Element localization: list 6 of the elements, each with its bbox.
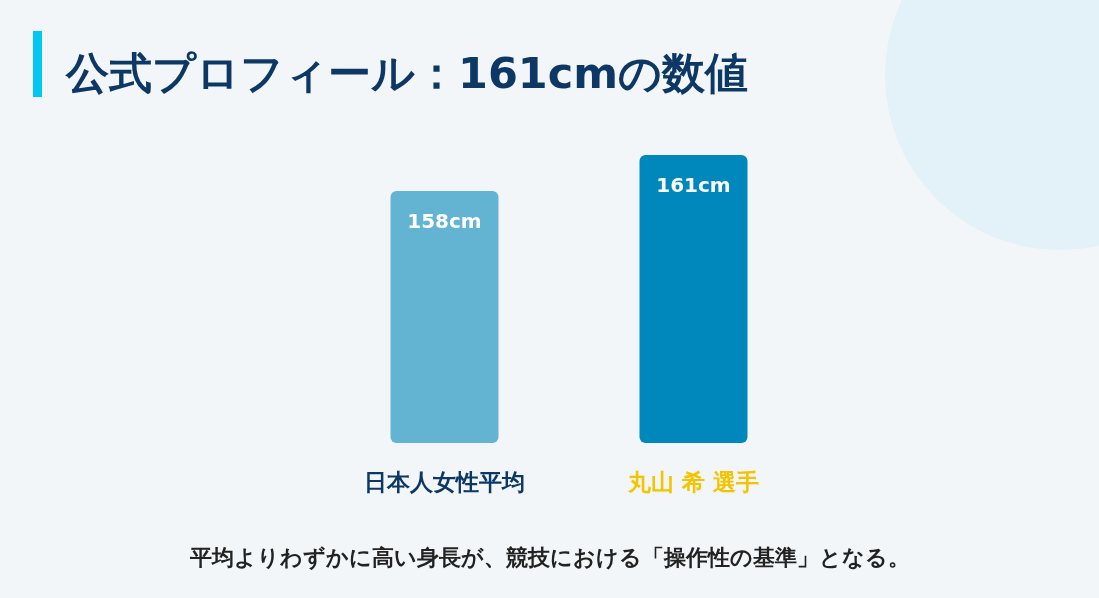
- x-tick-label: 丸山 希 選手: [626, 469, 760, 495]
- chart-title: 公式プロフィール：161cmの数値: [65, 48, 749, 98]
- text: 平均よりわずかに高い身長が、競技における「操作性の基準」となる。: [188, 545, 910, 571]
- x-tick-label: 日本人女性平均: [364, 469, 525, 495]
- data-label: 158cm: [407, 209, 482, 233]
- data-label: 161cm: [656, 173, 731, 197]
